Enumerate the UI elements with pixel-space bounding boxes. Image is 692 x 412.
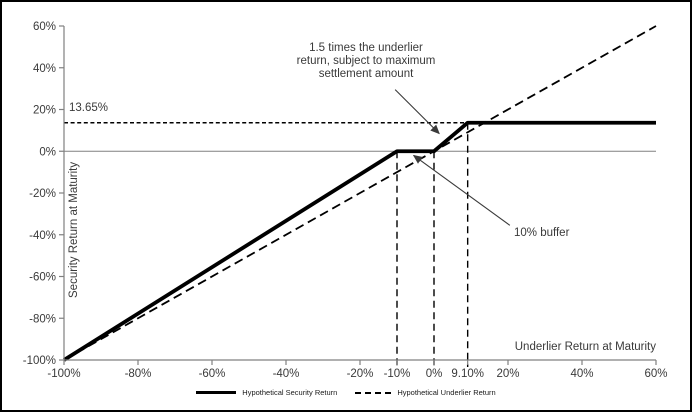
y-tick-label: 40% <box>33 63 56 75</box>
buffer-note-arrow <box>412 154 511 226</box>
x-tick-label: 40% <box>570 368 593 380</box>
x-tick-label: 20% <box>496 368 519 380</box>
y-tick-label: 20% <box>33 105 56 117</box>
x-tick-label: -40% <box>273 368 300 380</box>
x-tick-label: -10% <box>384 368 411 380</box>
annotation-leverage-line3: settlement amount <box>318 68 414 80</box>
x-tick-label: 9.10% <box>451 368 484 380</box>
y-tick-label: -60% <box>29 272 56 284</box>
x-tick-label: 60% <box>644 368 667 380</box>
y-tick-label: -40% <box>29 230 56 242</box>
annotation-leverage: 1.5 times the underlier return, subject … <box>280 42 452 81</box>
x-tick-label: -80% <box>125 368 152 380</box>
x-tick-label: 0% <box>426 368 443 380</box>
legend: Hypothetical Security Return Hypothetica… <box>2 388 690 397</box>
y-tick-label: -100% <box>23 355 56 367</box>
x-tick-label: -60% <box>199 368 226 380</box>
y-tick-label: 0% <box>39 146 56 158</box>
series-underlier-return <box>63 25 657 361</box>
x-tick-label: -100% <box>47 368 80 380</box>
legend-dashed-line-icon <box>355 391 392 394</box>
y-tick-label: -80% <box>29 313 56 325</box>
y-tick-label: -20% <box>29 188 56 200</box>
y-axis-title: Security Return at Maturity <box>68 161 80 298</box>
legend-solid-line-icon <box>196 391 237 394</box>
legend-label-underlier: Hypothetical Underlier Return <box>397 388 496 397</box>
annotation-buffer: 10% buffer <box>514 227 570 239</box>
y-tick-label: 60% <box>33 21 56 33</box>
annotation-leverage-line1: 1.5 times the underlier <box>309 42 423 54</box>
legend-label-security: Hypothetical Security Return <box>242 388 338 397</box>
max-return-label: 13.65% <box>69 102 109 114</box>
x-axis-title: Underlier Return at Maturity <box>514 341 656 353</box>
annotation-leverage-line2: return, subject to maximum <box>296 55 436 67</box>
leverage-note-arrow <box>394 89 440 135</box>
series-security-return <box>62 120 656 362</box>
x-tick-label: -20% <box>347 368 374 380</box>
